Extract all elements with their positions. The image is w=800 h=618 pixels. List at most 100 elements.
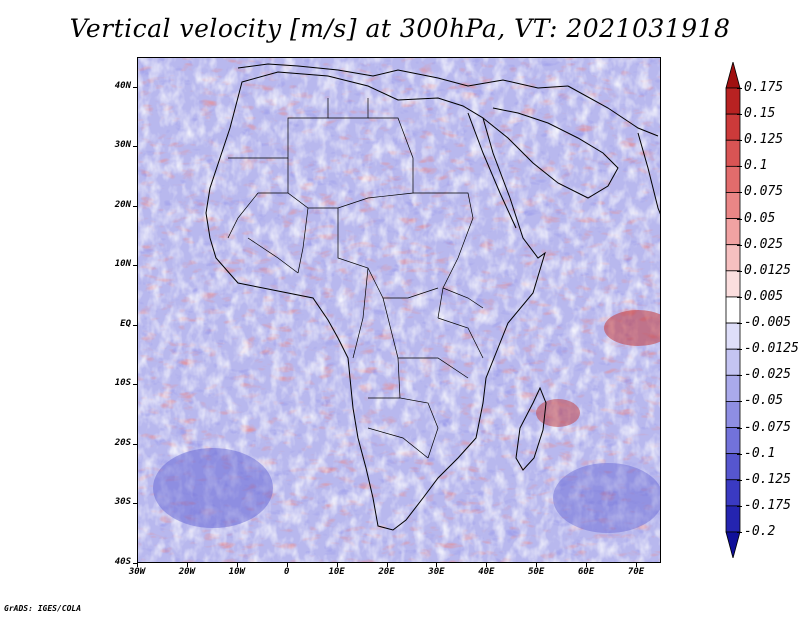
- lat-label-40n: 40N: [114, 80, 131, 91]
- colorbar-label: 0.15: [744, 106, 776, 122]
- lat-label-10s: 10S: [114, 378, 131, 389]
- colorbar-tick: [737, 88, 742, 89]
- colorbar-label: 0.05: [744, 210, 776, 226]
- lon-tick: [586, 563, 588, 567]
- lon-tick: [636, 563, 638, 567]
- colorbar-segment: [725, 192, 741, 219]
- colorbar-label: -0.075: [744, 419, 791, 435]
- lat-label-eq: EQ: [120, 318, 131, 329]
- lon-tick: [186, 563, 188, 567]
- colorbar-label: -0.05: [744, 393, 784, 409]
- strong-ascent-madagascar: [536, 399, 580, 427]
- lat-tick: [133, 324, 137, 326]
- colorbar-tick: [737, 505, 742, 507]
- lat-tick: [133, 503, 137, 505]
- colorbar-segment: [725, 453, 741, 481]
- lat-label-20n: 20N: [114, 199, 131, 210]
- colorbar-label: 0.025: [744, 236, 784, 252]
- colorbar-segment: [725, 113, 741, 141]
- colorbar-label: -0.025: [744, 367, 791, 383]
- lat-tick: [133, 443, 137, 445]
- colorbar-segment: [725, 244, 741, 272]
- colorbar-segment: [725, 139, 741, 167]
- lat-tick: [133, 563, 137, 564]
- lon-tick: [536, 563, 538, 567]
- lon-tick: [286, 563, 288, 567]
- lon-tick: [436, 563, 438, 567]
- coastlines: [205, 63, 660, 531]
- colorbar-segment: [725, 505, 741, 533]
- colorbar-segment: [725, 348, 741, 376]
- colorbar-label: -0.175: [744, 497, 791, 513]
- velocity-field-map: [138, 58, 660, 562]
- map-panel: [137, 57, 661, 563]
- country-borders: [227, 98, 484, 459]
- colorbar-tick: [737, 479, 742, 481]
- colorbar-segment: [725, 479, 741, 507]
- colorbar-tick: [737, 192, 742, 194]
- lon-label-70e: 70E: [627, 567, 645, 577]
- colorbar-min-triangle: [725, 531, 741, 558]
- colorbar: [725, 62, 741, 558]
- colorbar-max-triangle: [725, 62, 741, 89]
- lon-label-50e: 50E: [528, 567, 545, 577]
- lon-tick: [486, 563, 488, 567]
- colorbar-segment: [725, 401, 741, 428]
- colorbar-segment: [725, 322, 741, 350]
- colorbar-tick: [737, 453, 742, 455]
- colorbar-tick: [737, 244, 742, 246]
- lat-tick: [133, 265, 137, 267]
- strong-ascent-indian-ocean: [604, 310, 660, 346]
- lon-label-30w: 30W: [128, 567, 146, 577]
- colorbar-segment: [725, 374, 741, 402]
- colorbar-label: -0.125: [744, 471, 791, 487]
- strong-descent-south-atlantic: [153, 448, 273, 528]
- lat-label-40s: 40S: [114, 557, 131, 567]
- colorbar-tick: [737, 532, 742, 533]
- colorbar-segment: [725, 87, 741, 115]
- colorbar-segment: [725, 218, 741, 246]
- colorbar-tick: [737, 401, 742, 403]
- lon-label-10w: 10W: [228, 567, 245, 577]
- lon-label-30e: 30E: [428, 567, 445, 577]
- colorbar-tick: [737, 218, 742, 220]
- lat-label-30s: 30S: [114, 497, 131, 508]
- colorbar-label: 0.1: [744, 158, 768, 174]
- colorbar-segment: [725, 296, 741, 324]
- lon-label-10e: 10E: [328, 567, 345, 577]
- strong-descent-south-indian: [553, 463, 660, 533]
- lat-label-30n: 30N: [114, 140, 131, 151]
- colorbar-tick: [737, 349, 742, 351]
- colorbar-label: -0.0125: [744, 341, 799, 357]
- colorbar-label: 0.075: [744, 184, 784, 200]
- colorbar-label: 0.0125: [744, 262, 791, 278]
- lon-tick: [137, 563, 138, 567]
- colorbar-tick: [737, 323, 742, 325]
- colorbar-tick: [737, 296, 742, 298]
- lon-label-40e: 40E: [478, 567, 495, 577]
- colorbar-tick: [737, 166, 742, 168]
- lon-label-20w: 20W: [178, 567, 196, 577]
- lon-label-60e: 60E: [578, 567, 595, 577]
- colorbar-tick: [737, 270, 742, 272]
- colorbar-segment: [725, 270, 741, 298]
- grads-credit: GrADS: IGES/COLA: [4, 604, 82, 613]
- colorbar-tick: [737, 140, 742, 142]
- lat-tick: [133, 205, 137, 207]
- colorbar-tick: [737, 114, 742, 116]
- colorbar-label: -0.1: [744, 445, 776, 461]
- lat-label-20s: 20S: [114, 437, 131, 448]
- colorbar-label: 0.125: [744, 132, 784, 148]
- lat-tick: [133, 384, 137, 386]
- colorbar-segment: [725, 427, 741, 455]
- lon-tick: [336, 563, 338, 567]
- colorbar-tick: [737, 375, 742, 377]
- colorbar-label: 0.005: [744, 288, 784, 304]
- colorbar-label: -0.2: [744, 524, 776, 539]
- colorbar-label: -0.005: [744, 315, 791, 331]
- lat-tick: [133, 86, 137, 88]
- lon-label-20e: 20E: [378, 567, 395, 577]
- colorbar-segment: [725, 165, 741, 193]
- lon-label-0: 0: [283, 567, 290, 577]
- lon-tick: [386, 563, 388, 567]
